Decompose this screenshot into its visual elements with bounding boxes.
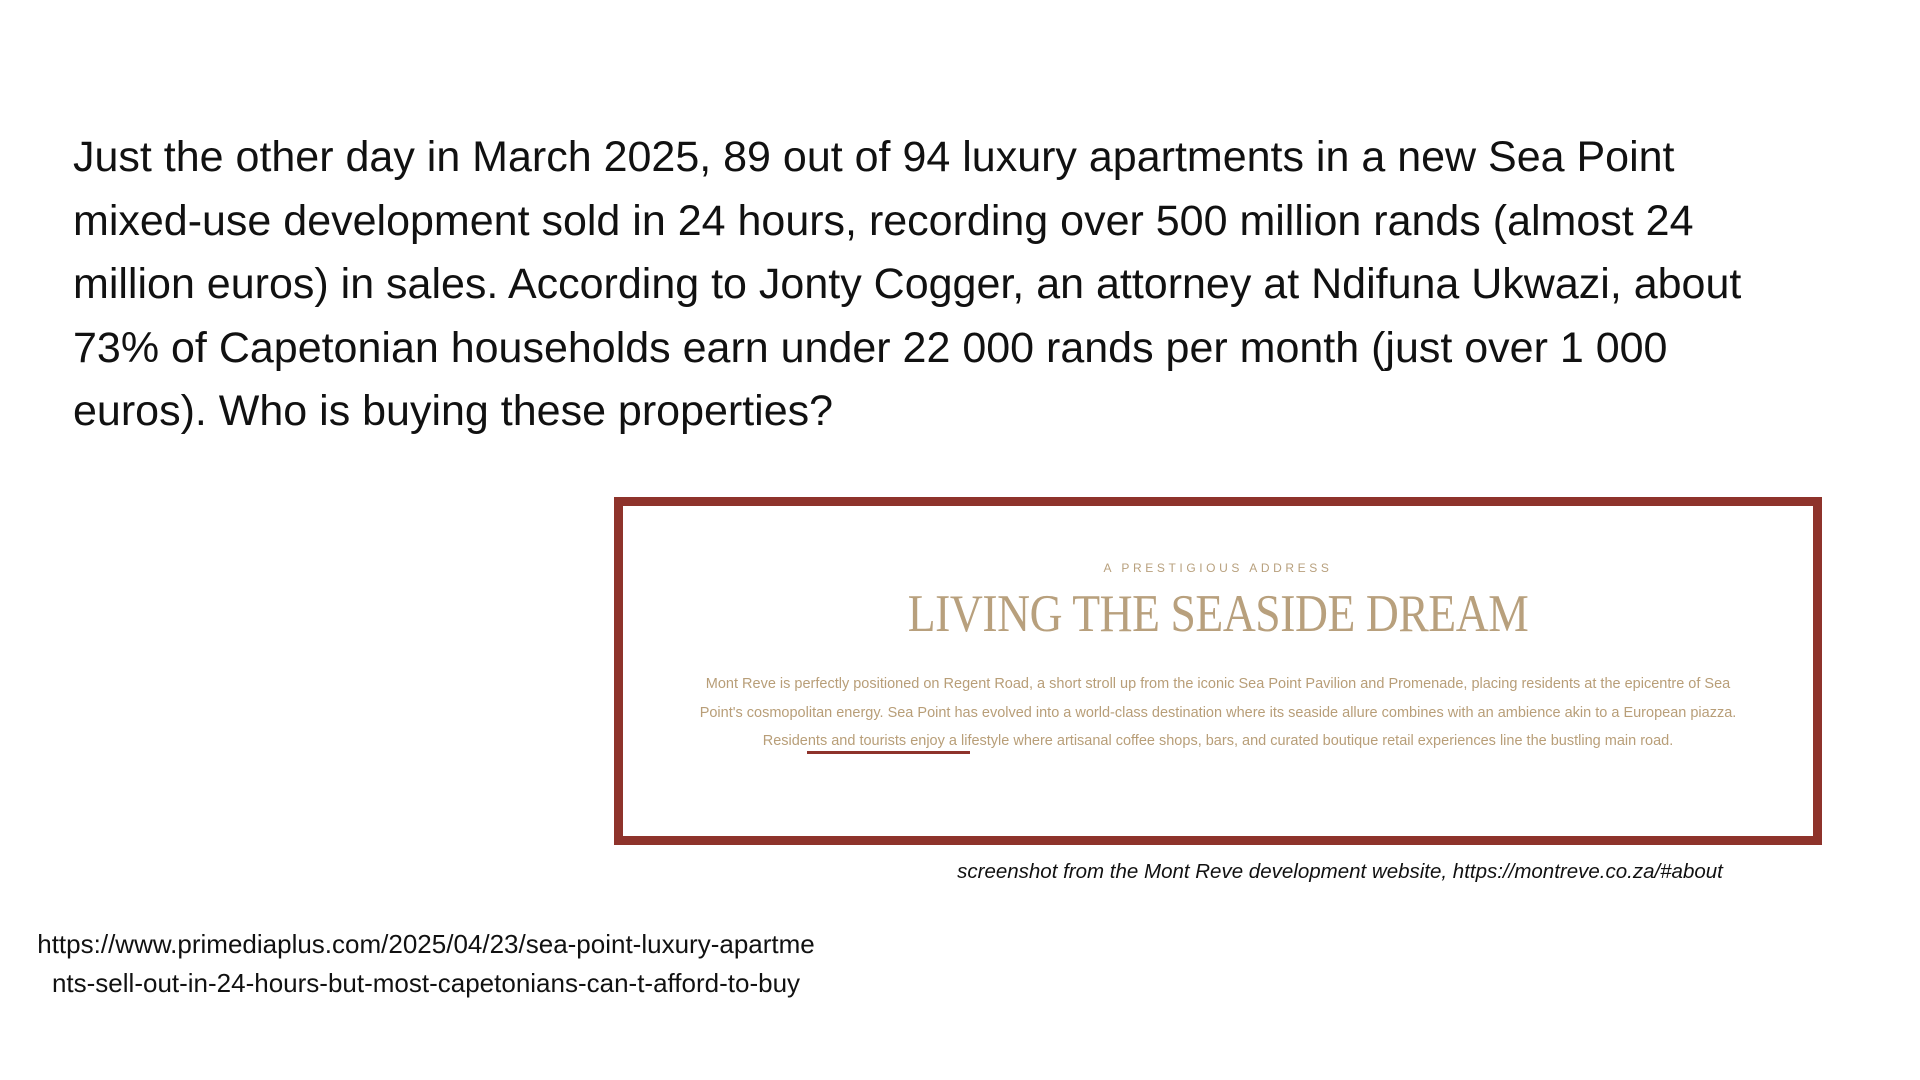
source-link[interactable]: https://www.primediaplus.com/2025/04/23/…: [32, 925, 820, 1003]
screenshot-heading: LIVING THE SEASIDE DREAM: [907, 585, 1529, 643]
embedded-website-screenshot: A PRESTIGIOUS ADDRESS LIVING THE SEASIDE…: [614, 497, 1822, 845]
main-paragraph: Just the other day in March 2025, 89 out…: [73, 133, 1742, 435]
screenshot-body-text: Mont Reve is perfectly positioned on Reg…: [699, 676, 1737, 749]
screenshot-eyebrow: A PRESTIGIOUS ADDRESS: [1103, 561, 1333, 575]
screenshot-underline-accent: [807, 751, 970, 754]
screenshot-caption: screenshot from the Mont Reve developmen…: [957, 860, 1723, 883]
source-link-text[interactable]: https://www.primediaplus.com/2025/04/23/…: [37, 929, 815, 998]
